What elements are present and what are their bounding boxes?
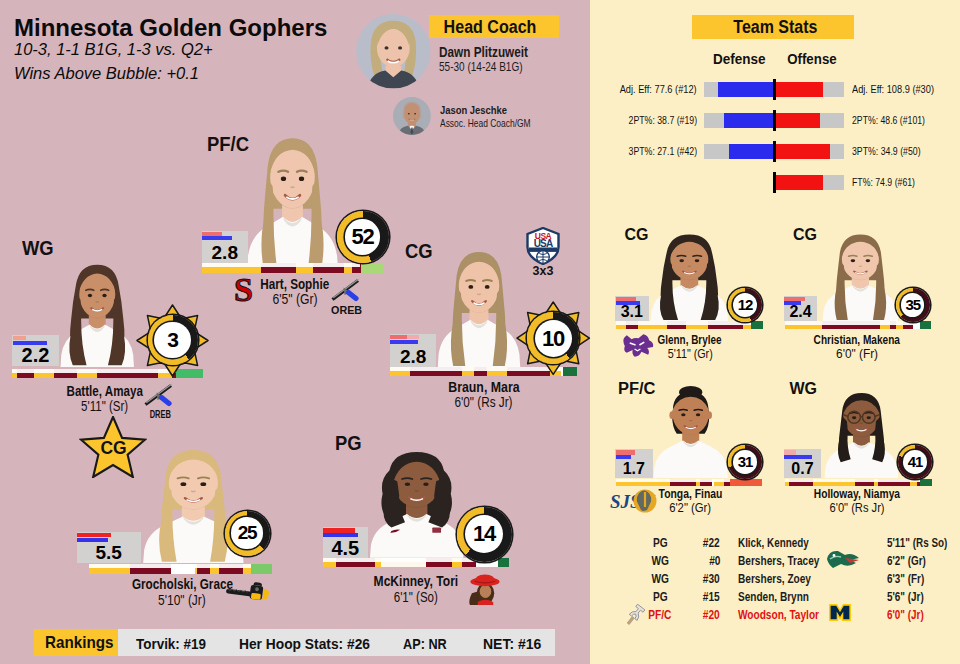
svg-text:USA: USA <box>533 238 552 249</box>
